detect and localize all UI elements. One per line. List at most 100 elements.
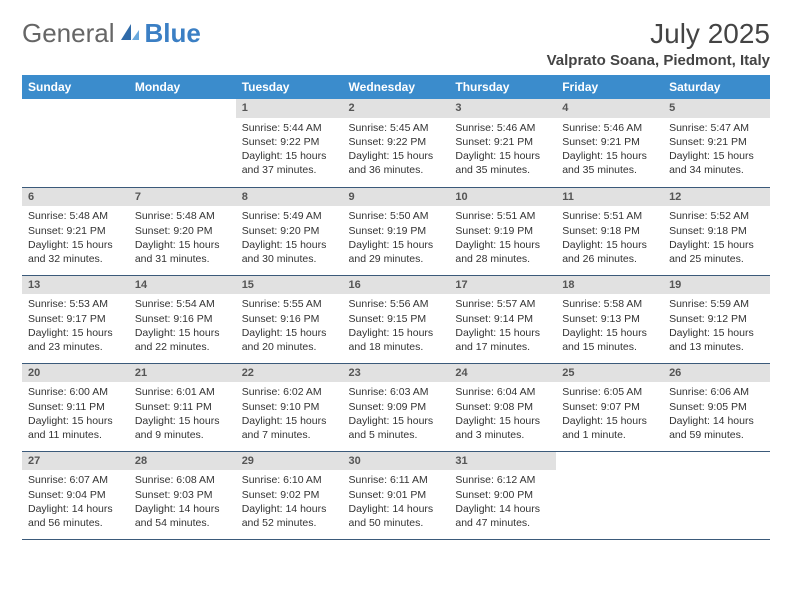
sunrise-line-label: Sunrise: bbox=[562, 210, 603, 222]
sunset-line: Sunset: 9:03 PM bbox=[135, 488, 230, 502]
day-number: 1 bbox=[236, 99, 343, 118]
day-number: 5 bbox=[663, 99, 770, 118]
calendar-head: SundayMondayTuesdayWednesdayThursdayFrid… bbox=[22, 75, 770, 99]
day-number: 20 bbox=[22, 364, 129, 383]
sunrise-line-value: 5:53 AM bbox=[69, 298, 108, 310]
sunset-line-label: Sunset: bbox=[349, 225, 388, 237]
daylight-line-label: Daylight: bbox=[669, 415, 713, 427]
sunset-line-label: Sunset: bbox=[562, 313, 601, 325]
sunset-line: Sunset: 9:16 PM bbox=[242, 312, 337, 326]
day-body: Sunrise: 5:47 AMSunset: 9:21 PMDaylight:… bbox=[663, 118, 770, 182]
sunset-line: Sunset: 9:21 PM bbox=[28, 224, 123, 238]
daylight-line-label: Daylight: bbox=[349, 503, 393, 515]
sunset-line-label: Sunset: bbox=[349, 136, 388, 148]
sunset-line: Sunset: 9:11 PM bbox=[135, 400, 230, 414]
sunrise-line: Sunrise: 5:56 AM bbox=[349, 297, 444, 311]
sunrise-line-label: Sunrise: bbox=[135, 386, 176, 398]
daylight-line-label: Daylight: bbox=[669, 327, 713, 339]
sunset-line-label: Sunset: bbox=[455, 225, 494, 237]
sunset-line: Sunset: 9:02 PM bbox=[242, 488, 337, 502]
calendar-body: ..1Sunrise: 5:44 AMSunset: 9:22 PMDaylig… bbox=[22, 99, 770, 539]
sunrise-line-label: Sunrise: bbox=[455, 386, 496, 398]
daylight-line-label: Daylight: bbox=[455, 239, 499, 251]
calendar-day-cell: 14Sunrise: 5:54 AMSunset: 9:16 PMDayligh… bbox=[129, 275, 236, 363]
sunset-line-value: 9:11 PM bbox=[173, 401, 211, 413]
sunset-line-value: 9:21 PM bbox=[67, 225, 106, 237]
calendar-week: 20Sunrise: 6:00 AMSunset: 9:11 PMDayligh… bbox=[22, 363, 770, 451]
day-body: Sunrise: 6:12 AMSunset: 9:00 PMDaylight:… bbox=[449, 470, 556, 534]
sunset-line-label: Sunset: bbox=[135, 225, 174, 237]
sunrise-line-label: Sunrise: bbox=[242, 210, 283, 222]
sunset-line: Sunset: 9:00 PM bbox=[455, 488, 550, 502]
day-number: 21 bbox=[129, 364, 236, 383]
day-body: Sunrise: 6:07 AMSunset: 9:04 PMDaylight:… bbox=[22, 470, 129, 534]
calendar-day-cell: 4Sunrise: 5:46 AMSunset: 9:21 PMDaylight… bbox=[556, 99, 663, 187]
sunrise-line-value: 5:54 AM bbox=[176, 298, 215, 310]
sunset-line: Sunset: 9:07 PM bbox=[562, 400, 657, 414]
sunrise-line-label: Sunrise: bbox=[562, 122, 603, 134]
sunrise-line: Sunrise: 5:59 AM bbox=[669, 297, 764, 311]
sunrise-line: Sunrise: 5:53 AM bbox=[28, 297, 123, 311]
logo-text-1: General bbox=[22, 18, 115, 49]
sunset-line-label: Sunset: bbox=[562, 136, 601, 148]
daylight-line: Daylight: 14 hours and 47 minutes. bbox=[455, 502, 550, 530]
daylight-line-label: Daylight: bbox=[562, 415, 606, 427]
daylight-line: Daylight: 15 hours and 9 minutes. bbox=[135, 414, 230, 442]
sunrise-line-value: 5:48 AM bbox=[69, 210, 108, 222]
sunset-line-value: 9:18 PM bbox=[601, 225, 640, 237]
daylight-line-label: Daylight: bbox=[242, 327, 286, 339]
sunset-line: Sunset: 9:10 PM bbox=[242, 400, 337, 414]
sunrise-line-label: Sunrise: bbox=[28, 386, 69, 398]
sunset-line-value: 9:11 PM bbox=[67, 401, 105, 413]
sunset-line-value: 9:20 PM bbox=[173, 225, 212, 237]
daylight-line-label: Daylight: bbox=[455, 415, 499, 427]
sunset-line-label: Sunset: bbox=[455, 401, 494, 413]
day-body: Sunrise: 6:11 AMSunset: 9:01 PMDaylight:… bbox=[343, 470, 450, 534]
sunset-line-value: 9:01 PM bbox=[387, 489, 426, 501]
daylight-line: Daylight: 15 hours and 29 minutes. bbox=[349, 238, 444, 266]
day-number: 19 bbox=[663, 276, 770, 295]
sunrise-line: Sunrise: 5:48 AM bbox=[135, 209, 230, 223]
weekday-header: Thursday bbox=[449, 75, 556, 99]
daylight-line: Daylight: 15 hours and 17 minutes. bbox=[455, 326, 550, 354]
sunset-line: Sunset: 9:21 PM bbox=[669, 135, 764, 149]
calendar-day-cell: 22Sunrise: 6:02 AMSunset: 9:10 PMDayligh… bbox=[236, 363, 343, 451]
calendar-day-cell: 7Sunrise: 5:48 AMSunset: 9:20 PMDaylight… bbox=[129, 187, 236, 275]
daylight-line-label: Daylight: bbox=[28, 415, 72, 427]
weekday-header: Sunday bbox=[22, 75, 129, 99]
sunrise-line-value: 5:45 AM bbox=[390, 122, 429, 134]
sunset-line-label: Sunset: bbox=[669, 313, 708, 325]
calendar-day-cell: 8Sunrise: 5:49 AMSunset: 9:20 PMDaylight… bbox=[236, 187, 343, 275]
calendar-day-cell: 20Sunrise: 6:00 AMSunset: 9:11 PMDayligh… bbox=[22, 363, 129, 451]
sunrise-line-label: Sunrise: bbox=[242, 386, 283, 398]
sunset-line-label: Sunset: bbox=[349, 401, 388, 413]
daylight-line-label: Daylight: bbox=[135, 327, 179, 339]
day-body: Sunrise: 6:08 AMSunset: 9:03 PMDaylight:… bbox=[129, 470, 236, 534]
calendar-day-cell: 1Sunrise: 5:44 AMSunset: 9:22 PMDaylight… bbox=[236, 99, 343, 187]
sunset-line-label: Sunset: bbox=[28, 401, 67, 413]
calendar-day-cell: 21Sunrise: 6:01 AMSunset: 9:11 PMDayligh… bbox=[129, 363, 236, 451]
sunrise-line-label: Sunrise: bbox=[349, 122, 390, 134]
sunrise-line: Sunrise: 5:50 AM bbox=[349, 209, 444, 223]
day-body: Sunrise: 5:58 AMSunset: 9:13 PMDaylight:… bbox=[556, 294, 663, 358]
sunset-line-value: 9:21 PM bbox=[708, 136, 747, 148]
sunset-line: Sunset: 9:09 PM bbox=[349, 400, 444, 414]
day-body: Sunrise: 5:55 AMSunset: 9:16 PMDaylight:… bbox=[236, 294, 343, 358]
sunset-line-value: 9:10 PM bbox=[280, 401, 319, 413]
sunset-line: Sunset: 9:01 PM bbox=[349, 488, 444, 502]
sunset-line-value: 9:05 PM bbox=[708, 401, 747, 413]
sunrise-line-label: Sunrise: bbox=[135, 474, 176, 486]
sunset-line-label: Sunset: bbox=[669, 225, 708, 237]
daylight-line: Daylight: 15 hours and 23 minutes. bbox=[28, 326, 123, 354]
sunrise-line-label: Sunrise: bbox=[28, 298, 69, 310]
daylight-line: Daylight: 15 hours and 3 minutes. bbox=[455, 414, 550, 442]
calendar-week: 27Sunrise: 6:07 AMSunset: 9:04 PMDayligh… bbox=[22, 451, 770, 539]
daylight-line-label: Daylight: bbox=[349, 150, 393, 162]
daylight-line: Daylight: 14 hours and 54 minutes. bbox=[135, 502, 230, 530]
sunrise-line-value: 5:44 AM bbox=[283, 122, 322, 134]
daylight-line-label: Daylight: bbox=[349, 239, 393, 251]
calendar-day-cell: 2Sunrise: 5:45 AMSunset: 9:22 PMDaylight… bbox=[343, 99, 450, 187]
calendar-day-cell: 10Sunrise: 5:51 AMSunset: 9:19 PMDayligh… bbox=[449, 187, 556, 275]
sunrise-line: Sunrise: 5:51 AM bbox=[562, 209, 657, 223]
calendar-day-cell: 19Sunrise: 5:59 AMSunset: 9:12 PMDayligh… bbox=[663, 275, 770, 363]
